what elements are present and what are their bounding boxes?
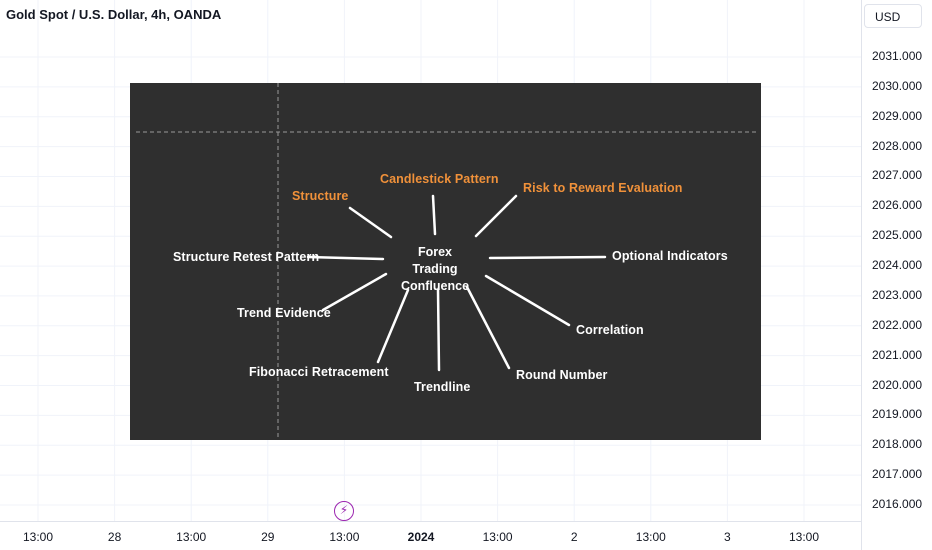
time-tick-label: 29 (261, 530, 275, 544)
price-tick-label: 2030.000 (872, 78, 923, 93)
lightning-icon[interactable]: ⚡ (334, 501, 354, 521)
time-tick-label: 2024 (407, 530, 435, 544)
price-tick-label: 2021.000 (872, 347, 923, 362)
connector-round-number (465, 285, 511, 370)
time-axis-divider (0, 521, 861, 522)
currency-button[interactable]: USD (864, 4, 922, 28)
time-tick-label: 13:00 (635, 530, 666, 544)
connector-structure-retest (306, 255, 385, 261)
price-tick-label: 2027.000 (872, 168, 923, 183)
node-structure-retest: Structure Retest Pattern (173, 250, 320, 264)
connector-candlestick (431, 194, 437, 236)
price-tick-label: 2018.000 (872, 437, 923, 452)
price-axis-divider (861, 0, 862, 550)
connector-structure (348, 206, 393, 239)
connector-fibonacci (376, 288, 410, 364)
price-tick-label: 2020.000 (872, 377, 923, 392)
node-trend-evidence: Trend Evidence (237, 306, 331, 320)
price-tick-label: 2031.000 (872, 49, 923, 63)
node-correlation: Correlation (576, 323, 644, 337)
price-tick-label: 2025.000 (872, 228, 923, 243)
price-tick-label: 2016.000 (872, 497, 923, 511)
time-tick-label: 13:00 (22, 530, 54, 544)
price-tick-label: 2022.000 (872, 317, 923, 332)
confluence-overlay (130, 83, 761, 440)
price-tick-label: 2026.000 (872, 198, 923, 213)
connector-risk-reward (474, 194, 518, 238)
time-tick-label: 13:00 (176, 530, 207, 544)
node-candlestick-pattern: Candlestick Pattern (380, 172, 499, 186)
price-tick-label: 2019.000 (872, 407, 923, 422)
center-node-line2: Confluence (400, 279, 470, 293)
center-node: Forex Trading Confluence (395, 244, 475, 295)
time-tick-label: 2 (570, 530, 578, 544)
connector-optional-indicators (488, 255, 607, 260)
node-structure: Structure (292, 189, 349, 203)
time-tick-label: 28 (107, 530, 122, 544)
price-tick-label: 2024.000 (872, 258, 923, 273)
time-tick-label: 13:00 (329, 530, 360, 544)
center-node-line1: Forex Trading (412, 245, 458, 276)
time-tick-label: 13:00 (788, 530, 820, 544)
price-tick-label: 2029.000 (872, 108, 923, 123)
connector-correlation (484, 274, 571, 327)
connector-trend-evidence (321, 272, 388, 312)
node-risk-reward: Risk to Reward Evaluation (523, 181, 683, 195)
symbol-title[interactable]: Gold Spot / U.S. Dollar, 4h, OANDA (6, 7, 222, 22)
node-trendline: Trendline (414, 380, 471, 394)
time-tick-label: 3 (724, 530, 731, 544)
price-tick-label: 2017.000 (872, 467, 923, 482)
price-tick-label: 2028.000 (872, 138, 923, 153)
node-fibonacci: Fibonacci Retracement (249, 365, 389, 379)
price-tick-label: 2023.000 (872, 287, 923, 302)
time-tick-label: 13:00 (482, 530, 513, 544)
connector-trendline (436, 288, 441, 372)
node-optional-indicators: Optional Indicators (612, 249, 728, 263)
node-round-number: Round Number (516, 368, 608, 382)
